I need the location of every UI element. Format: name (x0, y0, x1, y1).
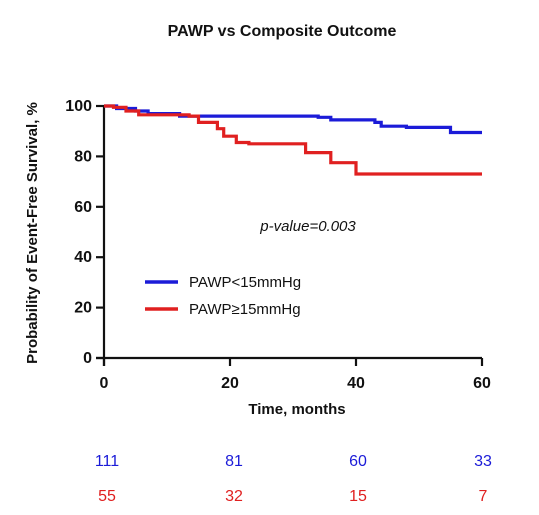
y-tick-label: 0 (83, 350, 92, 367)
risk-table: 111 81 60 33 55 32 15 7 (95, 453, 492, 505)
x-tick-label: 0 (100, 375, 109, 392)
risk-table-cell: 111 (95, 453, 119, 470)
risk-table-cell: 60 (349, 453, 367, 470)
risk-table-cell: 32 (225, 488, 243, 505)
y-tick-label: 20 (74, 300, 92, 317)
risk-table-cell: 15 (349, 488, 367, 505)
risk-table-cell: 55 (98, 488, 116, 505)
chart-title: PAWP vs Composite Outcome (168, 23, 397, 40)
y-tick-label: 40 (74, 249, 92, 266)
x-tick-label: 40 (347, 375, 365, 392)
series-lines (104, 104, 482, 176)
risk-table-cell: 81 (225, 453, 243, 470)
y-axis-label: Probability of Event-Free Survival, % (24, 102, 41, 364)
legend: PAWP<15mmHg PAWP≥15mmHg (145, 274, 301, 318)
x-axis-label: Time, months (248, 401, 345, 418)
series-line-pawp-low (104, 104, 482, 135)
series-line-pawp-high (104, 104, 482, 176)
x-tick-label: 60 (473, 375, 491, 392)
y-tick-label: 100 (65, 98, 92, 115)
axes: 0 20 40 60 80 100 0 20 40 60 (65, 98, 491, 392)
x-tick-label: 20 (221, 375, 239, 392)
y-tick-label: 60 (74, 199, 92, 216)
legend-label: PAWP≥15mmHg (189, 301, 301, 318)
risk-table-cell: 7 (479, 488, 488, 505)
legend-label: PAWP<15mmHg (189, 274, 301, 291)
p-value-annotation: p-value=0.003 (259, 218, 356, 235)
risk-table-cell: 33 (474, 453, 492, 470)
y-tick-label: 80 (74, 148, 92, 165)
